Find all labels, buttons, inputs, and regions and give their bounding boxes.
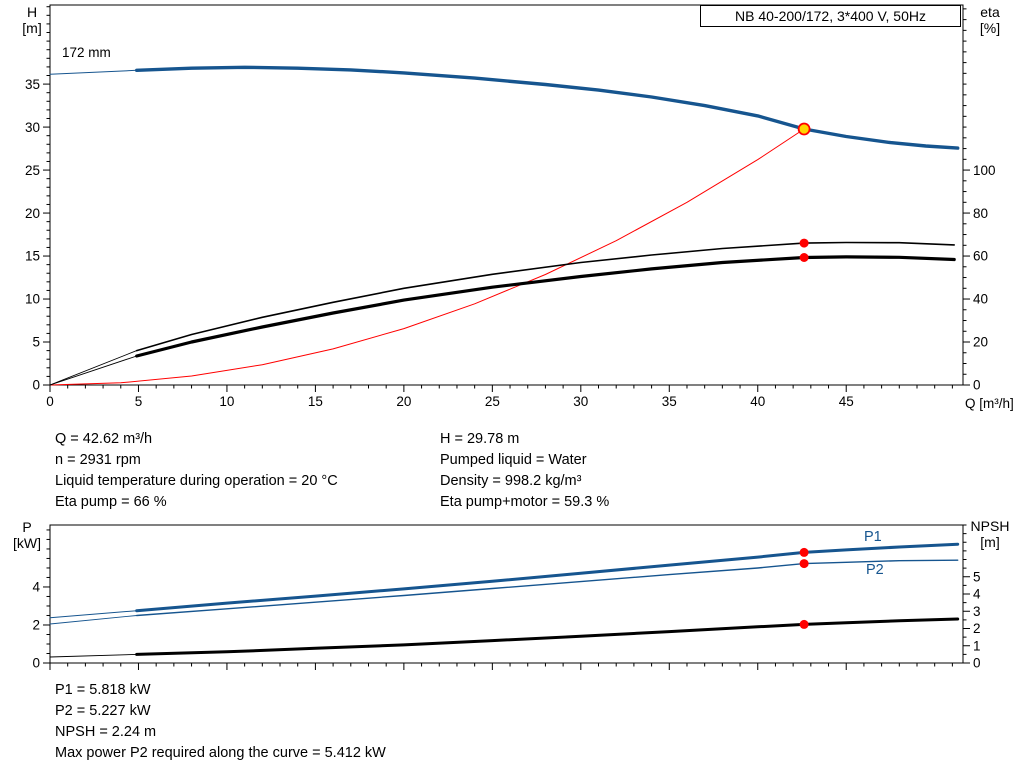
p2-curve-lead — [49, 615, 138, 625]
eta-pump-motor-curve — [135, 255, 956, 358]
head-curve — [135, 65, 960, 150]
svg-text:0: 0 — [973, 378, 981, 393]
eta-pump-motor-curve-lead — [49, 355, 138, 386]
svg-text:1: 1 — [973, 638, 981, 653]
info-line-p1: P1 = 5.818 kW — [55, 682, 151, 698]
svg-text:4: 4 — [32, 580, 40, 595]
eta-pump-duty-marker — [799, 238, 809, 248]
svg-text:20: 20 — [973, 335, 988, 350]
svg-text:2: 2 — [973, 621, 981, 636]
h-axis-unit: [m] — [22, 20, 42, 36]
head_eta_chart-y-right-tick-labels: 0 20 40 60 80 100 — [973, 163, 996, 393]
info-line-eta-pump: Eta pump = 66 % — [55, 494, 167, 510]
npsh-curve — [135, 617, 960, 656]
p2-duty-marker — [799, 559, 809, 569]
npsh-duty-marker — [799, 619, 809, 629]
power_npsh_chart-y-right-tick-labels: 0 1 2 3 4 5 — [973, 569, 981, 670]
eta-axis-unit: [%] — [979, 20, 1001, 36]
pump-title-box: NB 40-200/172, 3*400 V, 50Hz — [700, 5, 961, 27]
eta-pump-curve — [135, 241, 955, 352]
svg-text:5: 5 — [135, 394, 143, 409]
duty-info-left: Q = 42.62 m³/h n = 2931 rpm Liquid tempe… — [55, 429, 338, 513]
head-curve-lead — [49, 69, 138, 75]
system-curve — [49, 128, 805, 386]
info-line-p2: P2 = 5.227 kW — [55, 703, 151, 719]
svg-text:60: 60 — [973, 249, 988, 264]
duty-info-right: H = 29.78 m Pumped liquid = Water Densit… — [440, 429, 609, 513]
svg-text:80: 80 — [973, 206, 988, 221]
svg-text:3: 3 — [973, 604, 981, 619]
svg-text:0: 0 — [32, 378, 40, 393]
svg-text:30: 30 — [25, 120, 40, 135]
power_npsh_chart-y-left-tick-labels: 0 2 4 — [32, 580, 40, 671]
p2-curve-label: P2 — [866, 562, 884, 578]
info-line-npsh: NPSH = 2.24 m — [55, 724, 157, 740]
svg-text:5: 5 — [973, 569, 981, 584]
svg-text:35: 35 — [662, 394, 677, 409]
power_npsh_chart-x-axis-ticks — [49, 663, 953, 670]
svg-text:15: 15 — [25, 249, 40, 264]
npsh-axis-unit: [m] — [980, 534, 1000, 550]
npsh-axis-symbol: NPSH — [970, 518, 1010, 534]
svg-text:15: 15 — [308, 394, 323, 409]
svg-text:25: 25 — [25, 163, 40, 178]
info-line-eta-total: Eta pump+motor = 59.3 % — [440, 494, 610, 510]
p1-curve-label: P1 — [864, 529, 882, 545]
svg-text:20: 20 — [396, 394, 411, 409]
p-axis-unit: [kW] — [13, 535, 41, 551]
p2-curve — [136, 559, 959, 617]
svg-text:2: 2 — [32, 618, 40, 633]
svg-text:40: 40 — [750, 394, 765, 409]
power_npsh_chart-y-left-ticks — [43, 529, 50, 664]
p-axis-symbol: P — [22, 519, 32, 535]
svg-text:100: 100 — [973, 163, 996, 178]
head_eta_chart-plot-border — [49, 4, 964, 386]
svg-text:4: 4 — [973, 587, 981, 602]
svg-text:10: 10 — [219, 394, 234, 409]
power-info: P1 = 5.818 kW P2 = 5.227 kW NPSH = 2.24 … — [55, 680, 386, 764]
info-line-density: Density = 998.2 kg/m³ — [440, 473, 582, 489]
info-line-liquid: Pumped liquid = Water — [440, 452, 587, 468]
svg-text:25: 25 — [485, 394, 500, 409]
npsh-curve-lead — [49, 653, 138, 658]
impeller-diameter-label: 172 mm — [62, 45, 111, 60]
svg-text:0: 0 — [46, 394, 54, 409]
h-axis-label: H [m] — [12, 4, 52, 36]
head_eta_chart-y-left-ticks — [43, 6, 50, 386]
eta-pump-motor-duty-marker — [799, 253, 809, 262]
svg-text:40: 40 — [973, 292, 988, 307]
eta-axis-label: eta [%] — [968, 4, 1012, 36]
info-line-temperature: Liquid temperature during operation = 20… — [55, 473, 338, 489]
svg-text:10: 10 — [25, 292, 40, 307]
p1-curve-lead — [49, 610, 138, 619]
svg-text:0: 0 — [32, 656, 40, 671]
svg-text:0: 0 — [973, 656, 981, 671]
head_eta_chart-x-axis-tick-labels: 0 5 10 15 20 25 30 35 40 45 — [46, 394, 853, 409]
p1-curve — [135, 542, 960, 613]
info-line-max-p2: Max power P2 required along the curve = … — [55, 745, 386, 761]
power_npsh_chart-y-right-ticks — [963, 524, 970, 664]
eta-axis-symbol: eta — [980, 4, 1000, 20]
info-line-speed: n = 2931 rpm — [55, 452, 141, 468]
operating-point[interactable] — [797, 122, 811, 136]
p1-duty-marker — [799, 547, 809, 557]
head_eta_chart-y-left-tick-labels: 0 5 10 15 20 25 30 35 — [25, 77, 40, 393]
svg-text:5: 5 — [32, 335, 40, 350]
svg-text:45: 45 — [839, 394, 854, 409]
p-axis-label: P [kW] — [7, 519, 47, 551]
svg-text:20: 20 — [25, 206, 40, 221]
head_eta_chart-x-axis-ticks — [49, 385, 953, 392]
q-axis-label: Q [m³/h] — [965, 396, 1014, 411]
info-line-flow: Q = 42.62 m³/h — [55, 431, 153, 447]
svg-text:35: 35 — [25, 77, 40, 92]
head_eta_chart-y-right-ticks — [963, 8, 970, 386]
svg-text:30: 30 — [573, 394, 588, 409]
h-axis-symbol: H — [26, 4, 38, 20]
eta-pump-curve-lead — [49, 350, 138, 386]
info-line-head: H = 29.78 m — [440, 431, 520, 447]
npsh-axis-label: NPSH [m] — [964, 518, 1016, 550]
power_npsh_chart-plot-border — [49, 524, 964, 664]
